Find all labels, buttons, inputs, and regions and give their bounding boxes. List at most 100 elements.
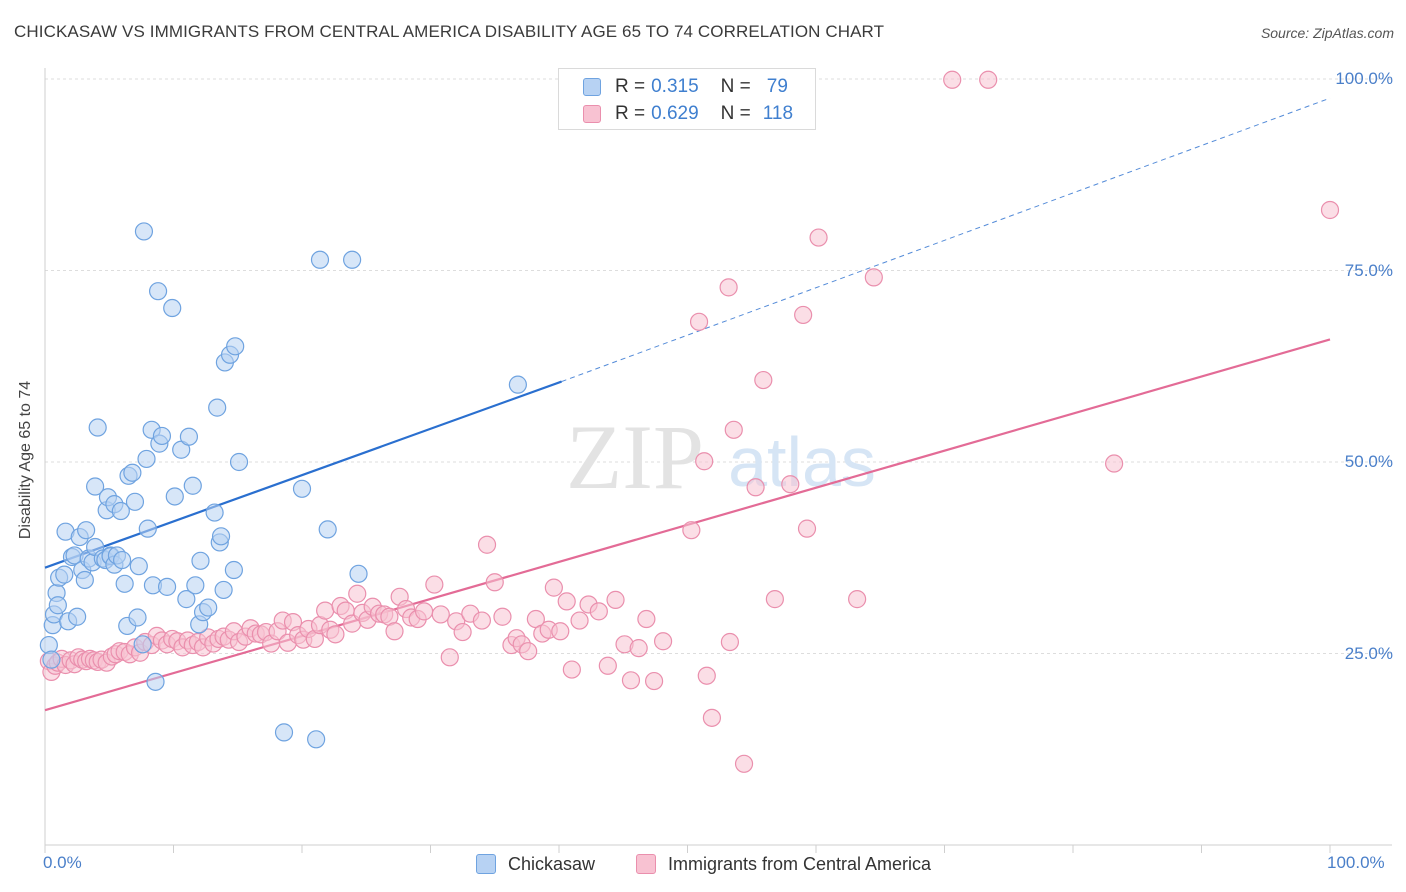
data-point-immigrants: [544, 578, 563, 597]
data-point-chickasaw: [229, 452, 249, 472]
data-point-immigrants: [695, 452, 714, 471]
legend-row-chickasaw: R = 0.315 N = 79: [583, 76, 788, 98]
data-point-chickasaw: [307, 730, 326, 749]
data-point-immigrants: [440, 648, 459, 667]
legend-r-value: 0.315: [651, 76, 699, 97]
data-point-immigrants: [519, 642, 538, 661]
y-tick-label: 75.0%: [1344, 260, 1393, 280]
watermark-zip: ZIP: [566, 406, 704, 508]
data-point-chickasaw: [177, 590, 196, 609]
data-point-chickasaw: [75, 570, 94, 590]
data-point-immigrants: [720, 632, 740, 652]
legend-n-label: N =: [720, 103, 751, 124]
bottom-legend-label: Immigrants from Central America: [668, 853, 932, 874]
data-point-chickasaw: [199, 598, 218, 617]
data-point-immigrants: [746, 478, 765, 497]
x-tick-label-min: 0.0%: [43, 853, 82, 872]
bottom-legend-swatch-blue: [476, 854, 496, 874]
bottom-legend-immigrants: Immigrants from Central America: [636, 852, 931, 876]
legend-r-label: R =: [615, 76, 646, 97]
data-point-chickasaw: [55, 565, 74, 584]
trend-line-chickasaw-extension: [561, 97, 1331, 383]
data-point-chickasaw: [224, 560, 243, 580]
data-point-chickasaw: [179, 427, 199, 446]
data-point-immigrants: [653, 632, 673, 651]
data-point-immigrants: [477, 535, 497, 554]
data-point-immigrants: [1320, 200, 1340, 220]
data-point-immigrants: [689, 312, 709, 331]
data-point-immigrants: [621, 671, 641, 690]
legend-n-value: 118: [762, 103, 794, 124]
data-point-immigrants: [682, 521, 701, 540]
data-point-immigrants: [385, 622, 404, 641]
data-point-immigrants: [472, 611, 491, 630]
data-point-chickasaw: [310, 250, 330, 269]
data-point-chickasaw: [111, 501, 130, 521]
data-point-chickasaw: [343, 250, 362, 269]
legend: R = 0.315 N = 79 R = 0.629 N = 118: [558, 68, 816, 130]
watermark: ZIP atlas: [566, 406, 876, 508]
data-point-immigrants: [754, 370, 773, 390]
data-point-immigrants: [316, 601, 335, 620]
trend-lines: [44, 97, 1331, 712]
data-point-immigrants: [644, 671, 664, 691]
data-point-immigrants: [551, 622, 570, 641]
data-point-chickasaw: [163, 298, 182, 318]
y-tick-label: 100.0%: [1335, 69, 1393, 88]
data-point-chickasaw: [133, 635, 152, 654]
axes: [44, 68, 1392, 853]
data-point-chickasaw: [112, 550, 132, 570]
x-tick-label-max: 100.0%: [1327, 853, 1385, 872]
data-point-chickasaw: [86, 477, 105, 496]
data-point-chickasaw: [138, 519, 157, 538]
y-tick-label: 50.0%: [1344, 452, 1393, 471]
data-point-chickasaw: [191, 551, 210, 570]
data-point-immigrants: [864, 268, 883, 287]
data-point-immigrants: [943, 70, 962, 89]
data-point-chickasaw: [226, 337, 245, 356]
data-point-chickasaw: [128, 608, 147, 627]
data-point-chickasaw: [48, 596, 67, 615]
data-point-chickasaw: [292, 479, 312, 498]
data-point-chickasaw: [125, 492, 145, 511]
data-point-chickasaw: [186, 576, 205, 595]
data-point-immigrants: [606, 590, 625, 609]
legend-r-label: R =: [615, 103, 646, 124]
data-point-chickasaw: [508, 375, 527, 394]
data-point-chickasaw: [165, 487, 184, 506]
data-point-immigrants: [702, 708, 722, 727]
data-point-immigrants: [797, 519, 817, 538]
data-point-immigrants: [589, 602, 608, 621]
data-point-immigrants: [734, 754, 754, 773]
data-point-chickasaw: [148, 282, 168, 301]
data-point-chickasaw: [146, 672, 165, 691]
data-point-immigrants: [493, 607, 512, 626]
data-point-immigrants: [348, 584, 367, 603]
data-point-chickasaw: [68, 607, 87, 626]
data-point-immigrants: [1105, 454, 1124, 473]
data-point-immigrants: [598, 656, 617, 675]
data-point-chickasaw: [214, 580, 233, 600]
data-point-chickasaw: [129, 557, 148, 576]
data-point-immigrants: [485, 573, 504, 592]
data-point-immigrants: [570, 611, 589, 630]
data-point-immigrants: [453, 622, 472, 642]
legend-n-value: 79: [766, 76, 788, 97]
chart-title: CHICKASAW VS IMMIGRANTS FROM CENTRAL AME…: [14, 22, 885, 41]
data-point-immigrants: [781, 475, 800, 494]
data-point-chickasaw: [77, 521, 96, 540]
data-point-chickasaw: [274, 723, 294, 742]
data-point-immigrants: [425, 575, 444, 594]
data-point-immigrants: [724, 420, 743, 439]
data-point-immigrants: [326, 625, 345, 644]
data-point-chickasaw: [208, 398, 227, 417]
legend-n-label: N =: [720, 76, 751, 97]
y-tick-label: 25.0%: [1344, 643, 1393, 663]
points-immigrants-central-america: [39, 70, 1340, 773]
data-point-chickasaw: [152, 426, 172, 446]
data-point-immigrants: [979, 70, 998, 89]
data-point-immigrants: [697, 666, 716, 685]
data-point-immigrants: [765, 590, 784, 609]
data-point-immigrants: [848, 590, 867, 609]
data-point-chickasaw: [183, 476, 202, 495]
